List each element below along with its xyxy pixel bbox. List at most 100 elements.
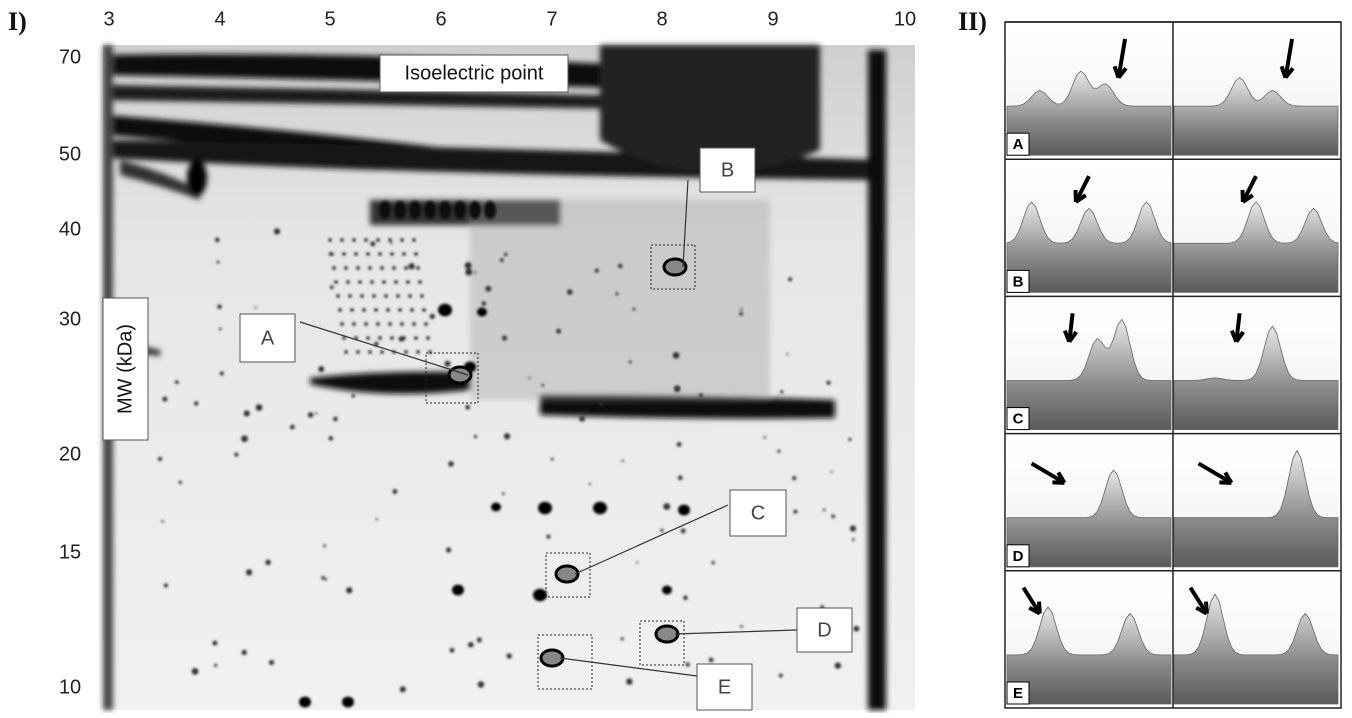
- spot: [740, 308, 742, 310]
- spot: [418, 280, 422, 284]
- spot: [528, 377, 530, 379]
- spot: [739, 312, 743, 316]
- spot: [827, 381, 831, 385]
- spot: [542, 384, 545, 387]
- spot: [408, 263, 414, 269]
- spot: [600, 402, 603, 405]
- spot: [663, 503, 670, 510]
- spot: [709, 658, 714, 663]
- spot: [662, 586, 672, 595]
- spot: [438, 304, 452, 317]
- spot: [469, 201, 481, 219]
- spot: [424, 322, 428, 326]
- spot: [214, 664, 217, 667]
- spot: [711, 561, 714, 564]
- spot: [424, 201, 436, 219]
- panel-label: I): [8, 7, 27, 36]
- spot: [477, 638, 482, 643]
- spot: [299, 697, 311, 708]
- spot: [234, 453, 238, 457]
- spot: [338, 308, 342, 312]
- spot: [618, 264, 622, 268]
- spot: [342, 697, 354, 708]
- row-label: D: [1013, 548, 1024, 565]
- spot: [376, 518, 378, 520]
- spot: [426, 336, 430, 340]
- spot: [474, 435, 477, 438]
- spot: [392, 266, 396, 270]
- spot: [504, 433, 510, 439]
- spot: [265, 560, 270, 565]
- spot: [416, 350, 420, 354]
- spot: [502, 492, 505, 495]
- spot: [409, 201, 421, 219]
- spot: [823, 509, 826, 512]
- spot: [450, 648, 455, 653]
- x-tick-label: 4: [214, 8, 225, 30]
- spot: [330, 286, 334, 290]
- spot: [378, 336, 382, 340]
- y-tick-label: 50: [59, 143, 81, 165]
- x-tick-label: 3: [103, 8, 114, 30]
- spot: [217, 304, 221, 308]
- surface-plots: ABCDE: [1005, 22, 1341, 708]
- spot: [452, 585, 464, 596]
- spot-label: D: [817, 619, 831, 641]
- spot: [390, 336, 394, 340]
- y-tick-label: 10: [59, 676, 81, 698]
- spot: [390, 242, 392, 244]
- spot: [348, 294, 352, 298]
- row-label: A: [1013, 136, 1024, 153]
- spot: [344, 266, 348, 270]
- spot: [678, 476, 683, 481]
- spot: [334, 280, 338, 284]
- spot: [336, 294, 340, 298]
- surface: [1007, 202, 1171, 292]
- spot: [615, 292, 618, 295]
- spot: [491, 503, 501, 512]
- spot: [406, 280, 410, 284]
- spot: [831, 471, 833, 473]
- spot: [358, 280, 362, 284]
- spot: [621, 637, 624, 640]
- spot: [256, 404, 263, 411]
- spot: [374, 308, 378, 312]
- spot: [678, 505, 690, 516]
- spot-ring: [656, 626, 678, 642]
- spot: [354, 252, 358, 256]
- spot-ring: [556, 566, 578, 582]
- spot: [632, 308, 635, 311]
- spot: [792, 476, 796, 480]
- spot: [477, 308, 487, 317]
- spot: [422, 308, 426, 312]
- spot: [465, 269, 472, 276]
- spot: [372, 294, 376, 298]
- spot-label: C: [751, 502, 765, 524]
- spot: [352, 238, 356, 242]
- spot: [274, 228, 280, 234]
- spot: [474, 271, 476, 273]
- spot: [162, 397, 167, 402]
- spot: [384, 294, 388, 298]
- spot: [370, 241, 375, 246]
- spot: [175, 380, 179, 384]
- spot: [394, 280, 398, 284]
- spot: [414, 252, 418, 256]
- spot: [246, 569, 252, 575]
- spot: [410, 308, 414, 312]
- x-tick-label: 7: [546, 8, 557, 30]
- spot: [686, 662, 690, 666]
- spot: [446, 547, 451, 552]
- panel-label: II): [958, 7, 987, 36]
- spot: [439, 201, 451, 219]
- spot: [213, 641, 218, 646]
- spot: [482, 301, 486, 305]
- spot: [255, 306, 257, 308]
- spot: [681, 529, 686, 534]
- spot: [465, 405, 470, 410]
- spot: [621, 460, 623, 462]
- spot: [382, 280, 386, 284]
- spot: [394, 201, 406, 219]
- spot: [430, 314, 435, 319]
- spot: [551, 458, 554, 461]
